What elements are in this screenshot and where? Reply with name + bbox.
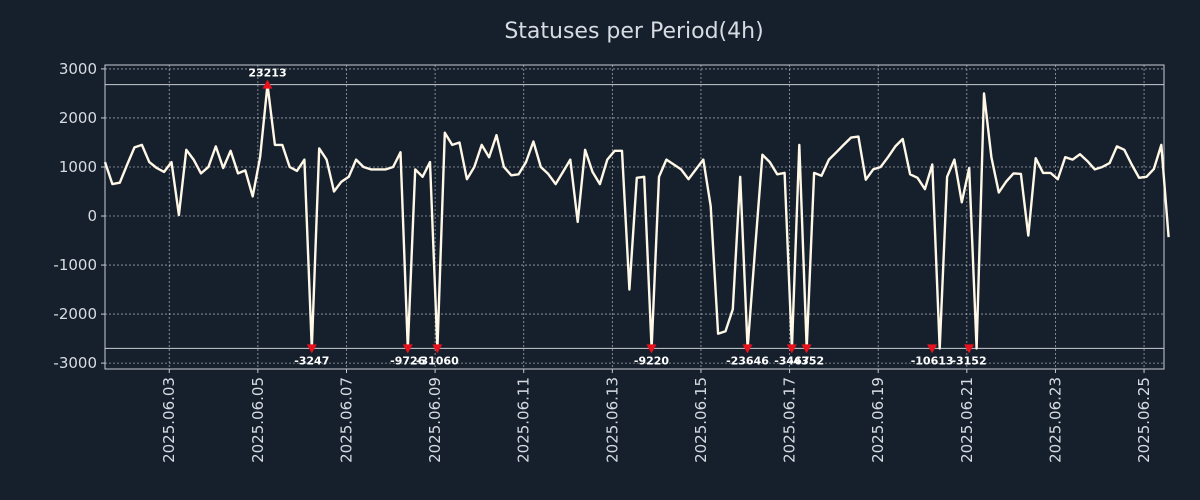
x-tick-label: 2025.06.25 [1135,377,1153,463]
chart-title: Statuses per Period(4h) [504,19,763,44]
min-marker [786,344,797,354]
x-axis: 2025.06.03 2025.06.05 2025.06.07 2025.06.09… [160,369,1153,463]
y-tick-label: -1000 [53,256,97,274]
grid [105,65,1164,369]
min-annotation-label: -3247 [294,354,329,367]
min-annotation-label: -3152 [951,354,986,367]
y-tick-label: -2000 [53,305,97,323]
min-marker [646,344,657,354]
min-marker [306,344,317,354]
min-annotation-label: -10613 [911,354,954,367]
min-annotation-label: -31060 [416,354,459,367]
max-annotation-label: 23213 [248,67,286,80]
series-line-statuses [103,83,1170,350]
annotation-labels: 23213 -3247 -9726-31060 -9220 -23646 -3467-43… [248,67,986,368]
x-tick-label: 2025.06.13 [603,377,621,463]
x-tick-label: 2025.06.17 [781,377,799,463]
min-marker [432,344,443,354]
series-group [103,83,1170,350]
y-tick-label: 3000 [59,60,97,78]
min-marker [927,344,938,354]
max-marker [262,79,273,89]
x-tick-label: 2025.06.11 [515,377,533,463]
min-annotation-label: -9220 [634,354,670,367]
y-tick-label: 1000 [59,158,97,176]
x-tick-label: 2025.06.19 [869,377,887,463]
x-tick-label: 2025.06.21 [958,377,976,463]
x-tick-label: 2025.06.15 [692,377,710,463]
min-marker [402,344,413,354]
x-tick-label: 2025.06.07 [337,377,355,463]
min-marker [801,344,812,354]
x-tick-label: 2025.06.09 [426,377,444,463]
clip-lines [105,84,1164,349]
min-annotation-label: -23646 [726,354,769,367]
min-annotation-label: -9726 [390,354,426,367]
annotation-markers [262,79,975,354]
min-marker [742,344,753,354]
x-tick-label: 2025.06.03 [160,377,178,463]
y-axis: -3000 -2000 -1000 0 1000 2000 3000 [53,60,105,372]
y-tick-label: -3000 [53,354,97,372]
min-annotation-label: -3467 [774,354,809,367]
x-tick-label: 2025.06.05 [249,377,267,463]
min-annotation-label: -4352 [789,354,824,367]
min-marker [964,344,975,354]
x-tick-label: 2025.06.23 [1046,377,1064,463]
plot-frame [104,64,1165,370]
y-tick-label: 2000 [59,109,97,127]
y-tick-label: 0 [87,207,97,225]
